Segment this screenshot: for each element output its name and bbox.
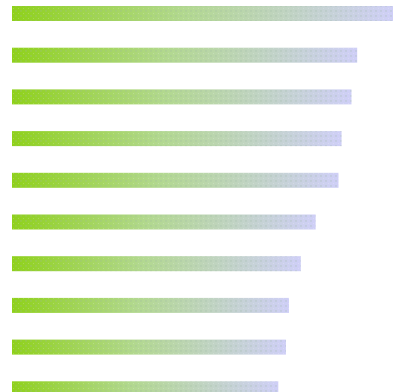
bar-texture-8 <box>12 297 289 313</box>
bar-texture-4 <box>12 131 342 147</box>
bar-texture-6 <box>12 214 316 230</box>
bar-texture-7 <box>12 256 301 272</box>
bar-texture-2 <box>12 47 358 63</box>
bars-group <box>12 6 393 392</box>
bar-texture-1 <box>12 6 393 21</box>
bar-texture-9 <box>12 339 286 355</box>
bar-texture-10 <box>12 381 279 392</box>
bar-texture-3 <box>12 89 352 105</box>
bar-texture-5 <box>12 172 339 188</box>
